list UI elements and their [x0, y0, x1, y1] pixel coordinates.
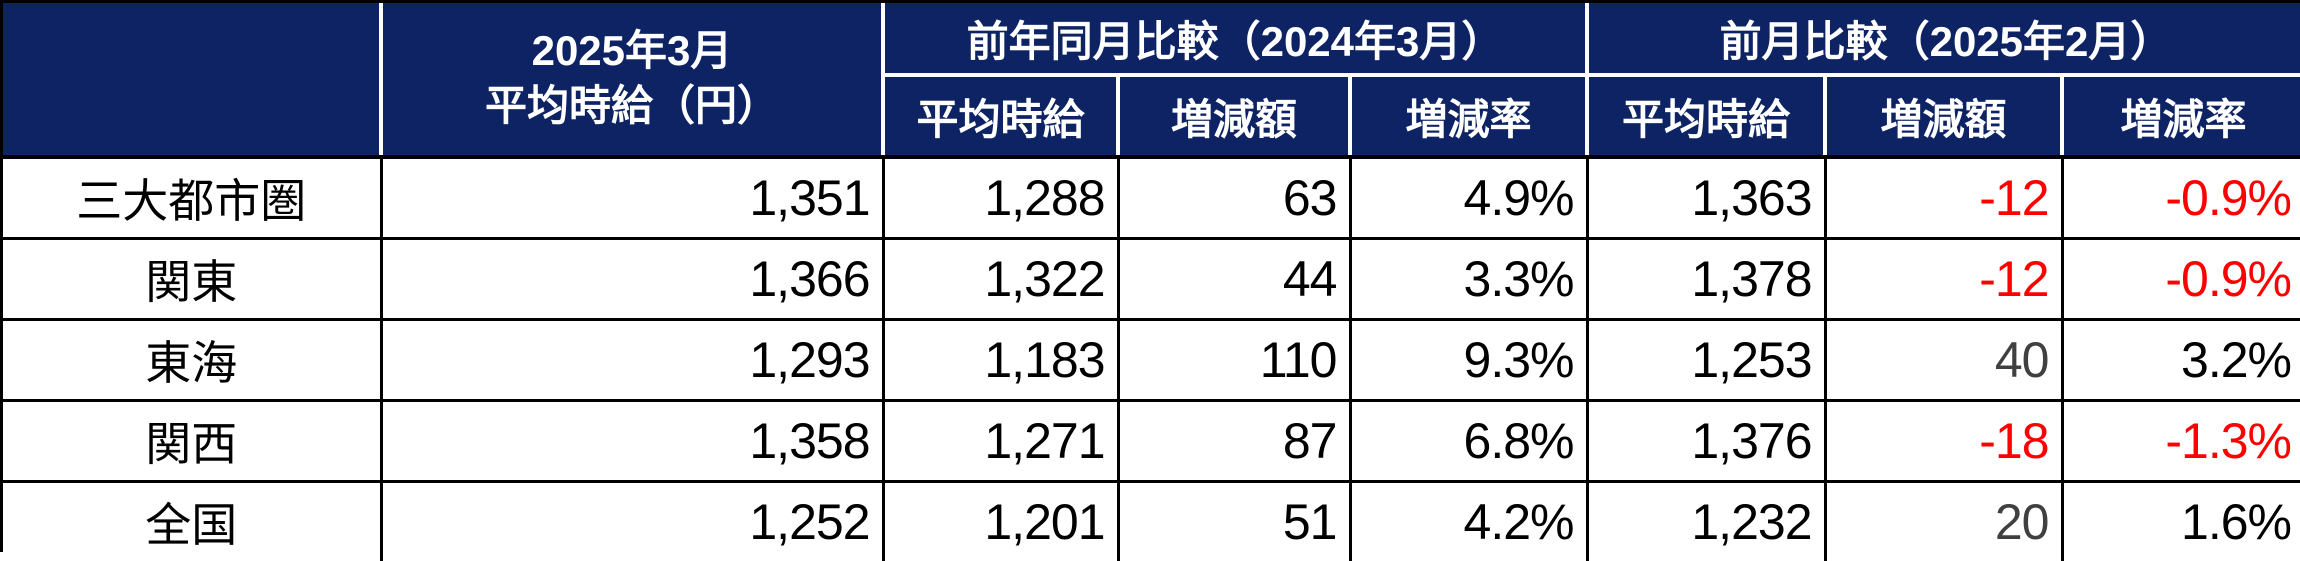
mom-wage-value: 1,253 [1587, 320, 1825, 401]
corner-header-cell [3, 3, 381, 157]
mom-diff-value: -18 [1825, 401, 2062, 482]
mom-rate-value: 3.2% [2062, 320, 2300, 401]
yoy-diff-value: 51 [1118, 482, 1350, 561]
mom-rate-value: 1.6% [2062, 482, 2300, 561]
table-row-kansai: 関西 1,358 1,271 87 6.8% 1,376 -18 -1.3% [3, 401, 2300, 482]
yoy-avg-wage-header: 平均時給 [883, 75, 1118, 157]
wage-table: 2025年3月 平均時給（円） 前年同月比較（2024年3月） 前月比較（202… [3, 3, 2300, 561]
current-wage-value: 1,293 [381, 320, 883, 401]
table-row-national: 全国 1,252 1,201 51 4.2% 1,232 20 1.6% [3, 482, 2300, 561]
table-row-three-metro: 三大都市圏 1,351 1,288 63 4.9% 1,363 -12 -0.9… [3, 157, 2300, 239]
yoy-diff-value: 44 [1118, 239, 1350, 320]
header-group-row: 2025年3月 平均時給（円） 前年同月比較（2024年3月） 前月比較（202… [3, 3, 2300, 75]
table-row-kanto: 関東 1,366 1,322 44 3.3% 1,378 -12 -0.9% [3, 239, 2300, 320]
mom-diff-value: -12 [1825, 239, 2062, 320]
yoy-wage-value: 1,201 [883, 482, 1118, 561]
mom-wage-value: 1,363 [1587, 157, 1825, 239]
region-label: 関西 [3, 401, 381, 482]
yoy-wage-value: 1,322 [883, 239, 1118, 320]
mom-rate-value: -0.9% [2062, 157, 2300, 239]
mom-group-header: 前月比較（2025年2月） [1587, 3, 2300, 75]
mom-diff-value: 20 [1825, 482, 2062, 561]
mom-wage-value: 1,232 [1587, 482, 1825, 561]
mom-rate-value: -0.9% [2062, 239, 2300, 320]
yoy-rate-value: 3.3% [1350, 239, 1587, 320]
mom-diff-value: -12 [1825, 157, 2062, 239]
current-month-line2: 平均時給（円） [383, 79, 881, 134]
mom-diff-rate-header: 増減率 [2062, 75, 2300, 157]
region-label: 関東 [3, 239, 381, 320]
mom-wage-value: 1,376 [1587, 401, 1825, 482]
region-label: 東海 [3, 320, 381, 401]
current-wage-value: 1,366 [381, 239, 883, 320]
yoy-rate-value: 4.9% [1350, 157, 1587, 239]
yoy-wage-value: 1,183 [883, 320, 1118, 401]
current-wage-value: 1,358 [381, 401, 883, 482]
yoy-wage-value: 1,271 [883, 401, 1118, 482]
yoy-rate-value: 4.2% [1350, 482, 1587, 561]
mom-rate-value: -1.3% [2062, 401, 2300, 482]
mom-diff-value: 40 [1825, 320, 2062, 401]
mom-wage-value: 1,378 [1587, 239, 1825, 320]
table-row-tokai: 東海 1,293 1,183 110 9.3% 1,253 40 3.2% [3, 320, 2300, 401]
current-month-line1: 2025年3月 [383, 24, 881, 79]
yoy-group-header: 前年同月比較（2024年3月） [883, 3, 1587, 75]
current-wage-value: 1,252 [381, 482, 883, 561]
yoy-diff-rate-header: 増減率 [1350, 75, 1587, 157]
yoy-rate-value: 9.3% [1350, 320, 1587, 401]
yoy-wage-value: 1,288 [883, 157, 1118, 239]
region-label: 全国 [3, 482, 381, 561]
yoy-rate-value: 6.8% [1350, 401, 1587, 482]
yoy-diff-value: 110 [1118, 320, 1350, 401]
current-wage-value: 1,351 [381, 157, 883, 239]
yoy-diff-amount-header: 増減額 [1118, 75, 1350, 157]
mom-diff-amount-header: 増減額 [1825, 75, 2062, 157]
current-month-wage-header: 2025年3月 平均時給（円） [381, 3, 883, 157]
yoy-diff-value: 63 [1118, 157, 1350, 239]
yoy-diff-value: 87 [1118, 401, 1350, 482]
mom-avg-wage-header: 平均時給 [1587, 75, 1825, 157]
region-label: 三大都市圏 [3, 157, 381, 239]
